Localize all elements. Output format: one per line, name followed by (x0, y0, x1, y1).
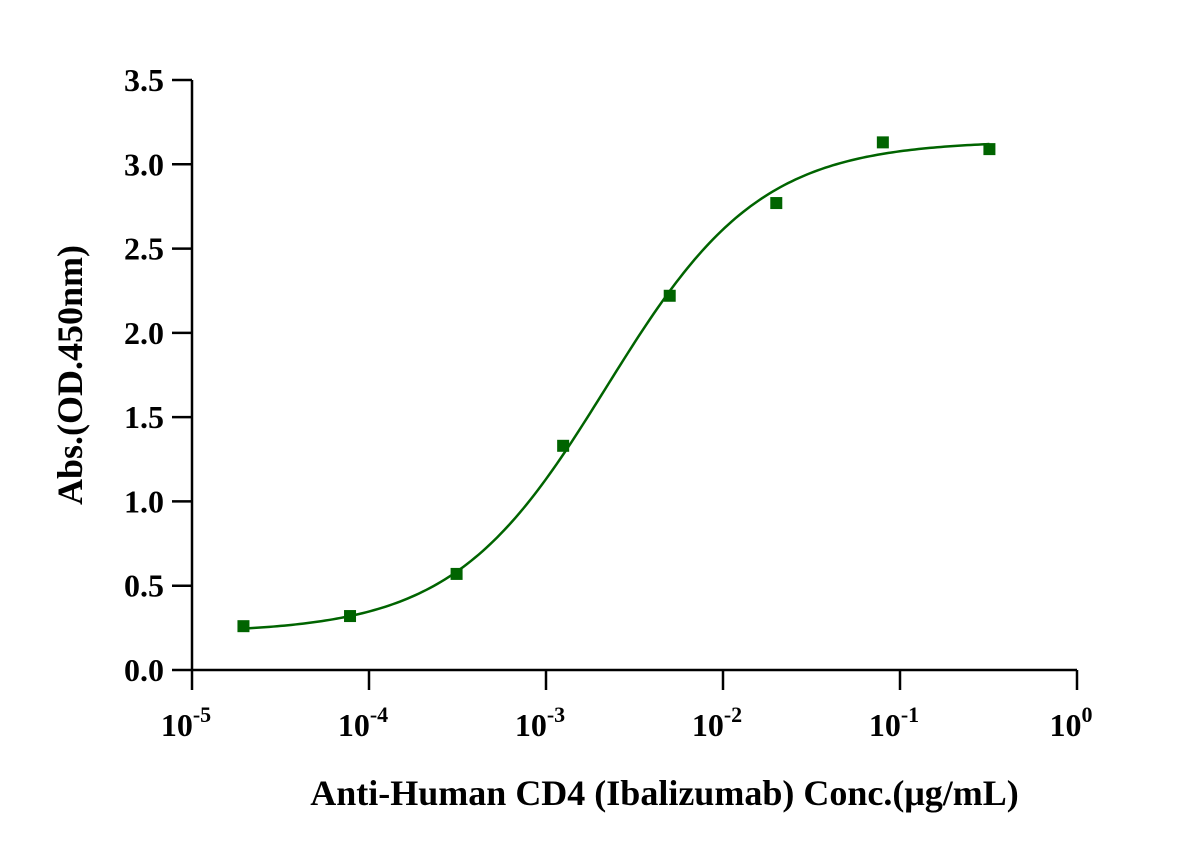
x-tick-label: 10-5 (161, 702, 211, 743)
data-point (876, 136, 889, 149)
data-point (663, 289, 676, 302)
x-tick-label: 10-1 (869, 702, 919, 743)
y-tick-label: 1.5 (124, 399, 164, 435)
data-point (450, 567, 463, 580)
data-point (344, 610, 357, 623)
axes (190, 80, 1077, 672)
y-tick-label: 1.0 (124, 483, 164, 519)
y-tick-label: 0.0 (124, 652, 164, 688)
y-axis-ticks: 0.0 0.5 1.0 1.5 2.0 2.5 3.0 3.5 (124, 62, 192, 688)
x-tick-label: 100 (1050, 702, 1093, 743)
x-tick-label: 10-2 (692, 702, 742, 743)
y-axis-title: Abs.(OD.450nm) (50, 245, 90, 505)
y-tick-label: 3.5 (124, 62, 164, 98)
data-point (237, 620, 250, 633)
data-point (770, 197, 783, 210)
y-tick-label: 3.0 (124, 146, 164, 182)
x-axis-title: Anti-Human CD4 (Ibalizumab) Conc.(μg/mL) (310, 773, 1018, 813)
data-point (983, 143, 996, 156)
x-tick-label: 10-3 (515, 702, 565, 743)
x-tick-label: 10-4 (338, 702, 388, 743)
fit-curve (243, 142, 990, 630)
y-tick-label: 2.0 (124, 315, 164, 351)
data-point (557, 439, 570, 452)
data-points (237, 136, 996, 633)
x-axis-ticks: 10-5 10-4 10-3 10-2 10-1 100 (161, 670, 1093, 743)
y-tick-label: 0.5 (124, 568, 164, 604)
plot-area (237, 136, 996, 633)
y-tick-label: 2.5 (124, 231, 164, 267)
